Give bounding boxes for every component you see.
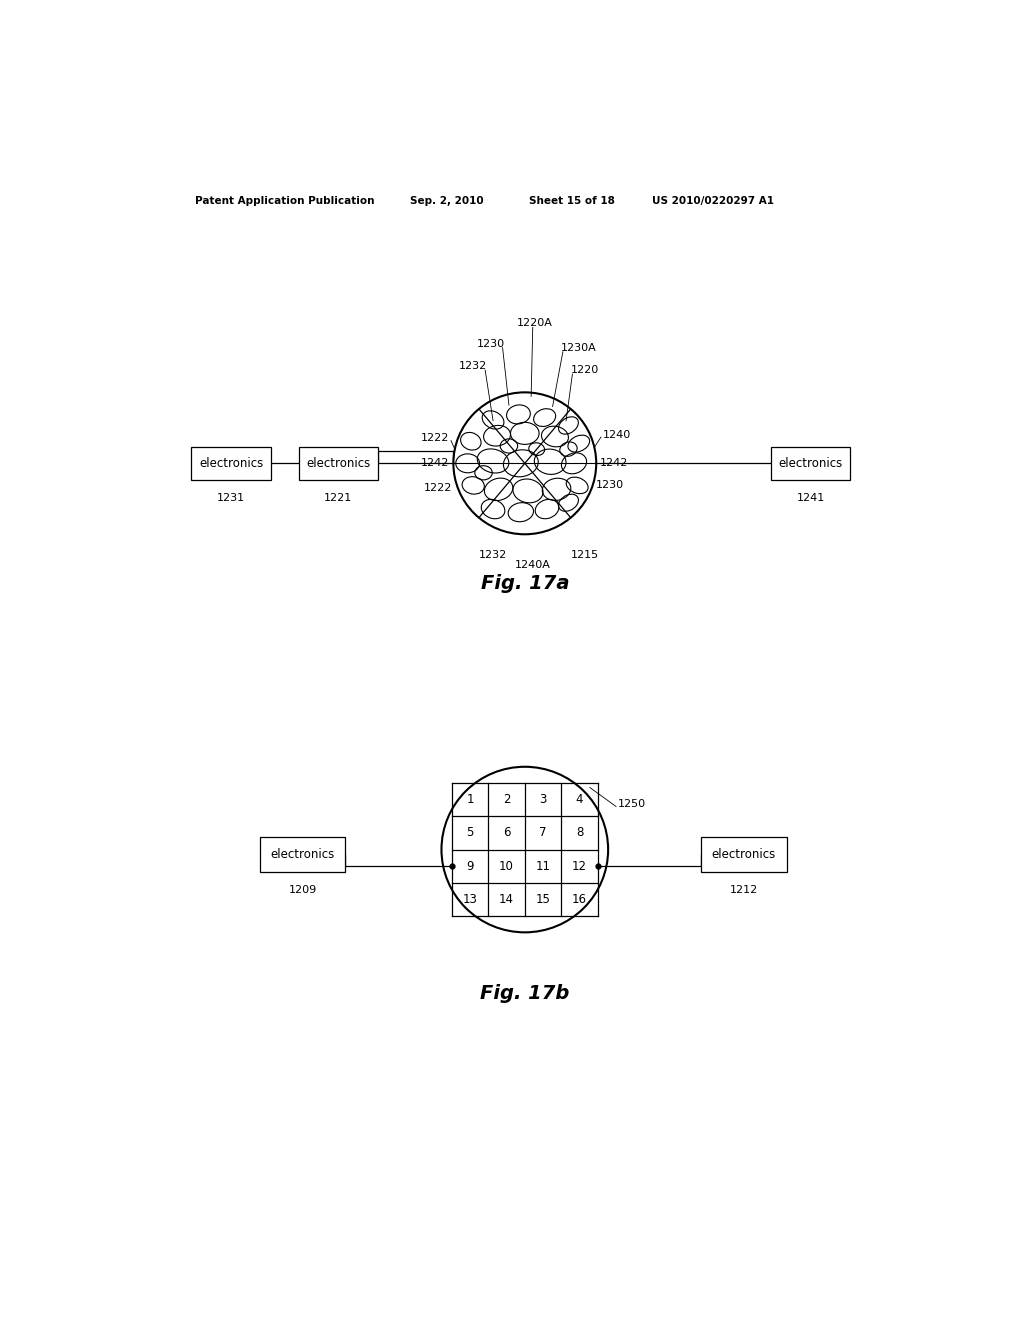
Text: 6: 6 <box>503 826 510 840</box>
Text: 1215: 1215 <box>570 549 599 560</box>
Text: 1: 1 <box>466 793 474 807</box>
Text: 7: 7 <box>540 826 547 840</box>
Text: 8: 8 <box>575 826 584 840</box>
Text: 1231: 1231 <box>217 492 245 503</box>
Text: 1212: 1212 <box>730 886 758 895</box>
Text: 1242: 1242 <box>421 458 450 469</box>
FancyBboxPatch shape <box>701 837 786 873</box>
Text: 1241: 1241 <box>797 492 824 503</box>
Text: 1232: 1232 <box>459 360 486 371</box>
Text: 10: 10 <box>499 859 514 873</box>
Text: 1232: 1232 <box>479 549 507 560</box>
Text: Sep. 2, 2010: Sep. 2, 2010 <box>410 197 483 206</box>
Text: electronics: electronics <box>306 457 371 470</box>
Text: 1220: 1220 <box>570 366 599 375</box>
Text: 11: 11 <box>536 859 551 873</box>
Text: 1222: 1222 <box>421 433 450 444</box>
Text: electronics: electronics <box>270 849 335 861</box>
Text: 1220A: 1220A <box>516 318 552 329</box>
Text: 1230: 1230 <box>596 479 625 490</box>
Text: electronics: electronics <box>712 849 776 861</box>
Text: Fig. 17b: Fig. 17b <box>480 985 569 1003</box>
Text: electronics: electronics <box>778 457 843 470</box>
Text: 1240: 1240 <box>602 430 631 440</box>
Text: Sheet 15 of 18: Sheet 15 of 18 <box>528 197 614 206</box>
Text: Patent Application Publication: Patent Application Publication <box>196 197 375 206</box>
Text: 1250: 1250 <box>617 799 646 809</box>
Text: US 2010/0220297 A1: US 2010/0220297 A1 <box>652 197 774 206</box>
Text: 1221: 1221 <box>325 492 352 503</box>
Text: 12: 12 <box>572 859 587 873</box>
Text: 13: 13 <box>463 892 477 906</box>
Text: electronics: electronics <box>199 457 263 470</box>
Text: 3: 3 <box>540 793 547 807</box>
Text: 1230A: 1230A <box>560 343 596 352</box>
Text: 5: 5 <box>466 826 474 840</box>
FancyBboxPatch shape <box>771 447 850 479</box>
Text: 1222: 1222 <box>423 483 452 494</box>
Text: 16: 16 <box>572 892 587 906</box>
FancyBboxPatch shape <box>299 447 378 479</box>
Text: 1242: 1242 <box>600 458 629 469</box>
Text: 2: 2 <box>503 793 510 807</box>
Text: 15: 15 <box>536 892 551 906</box>
Text: Fig. 17a: Fig. 17a <box>480 574 569 593</box>
Text: 14: 14 <box>499 892 514 906</box>
FancyBboxPatch shape <box>191 447 270 479</box>
Text: 1240A: 1240A <box>515 560 551 570</box>
Text: 9: 9 <box>466 859 474 873</box>
FancyBboxPatch shape <box>260 837 345 873</box>
Text: 1209: 1209 <box>289 886 316 895</box>
Text: 1230: 1230 <box>477 338 505 348</box>
Text: 4: 4 <box>575 793 584 807</box>
